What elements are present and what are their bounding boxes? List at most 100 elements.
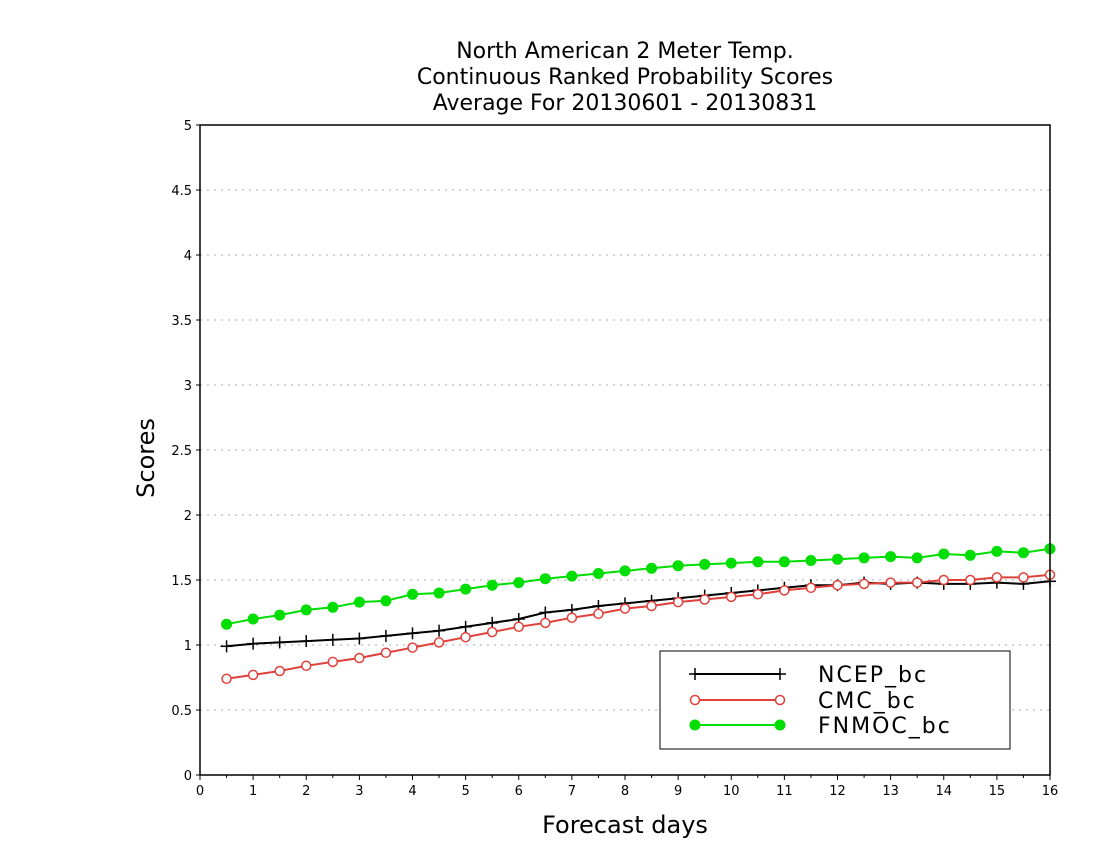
y-tick-label: 4	[184, 249, 192, 264]
x-tick-label: 10	[723, 784, 740, 799]
x-tick-label: 16	[1042, 784, 1059, 799]
data-point-cmc-bc	[805, 582, 817, 594]
data-point-cmc-bc	[327, 656, 339, 668]
data-point-fnmoc-bc	[646, 562, 658, 574]
x-tick-label: 0	[196, 784, 204, 799]
y-tick-label: 2.5	[171, 444, 192, 459]
y-tick-label: 3	[184, 379, 192, 394]
data-point-cmc-bc	[354, 652, 365, 664]
y-tick-label: 3.5	[171, 314, 192, 329]
legend-label: NCEP_bc	[818, 663, 928, 688]
data-point-fnmoc-bc	[300, 604, 312, 616]
x-tick-label: 11	[776, 784, 793, 799]
data-point-cmc-bc	[540, 617, 551, 629]
data-point-cmc-bc	[885, 577, 896, 588]
data-point-cmc-bc	[407, 642, 418, 653]
legend-marker	[689, 694, 701, 706]
legend-label: CMC_bc	[818, 689, 917, 714]
data-point-cmc-bc	[433, 637, 445, 648]
data-point-cmc-bc	[965, 574, 976, 586]
data-point-fnmoc-bc	[433, 587, 445, 599]
data-point-cmc-bc	[593, 608, 604, 620]
data-point-fnmoc-bc	[539, 573, 551, 585]
data-point-cmc-bc	[380, 647, 392, 659]
x-tick-label: 8	[621, 784, 629, 799]
data-point-cmc-bc	[301, 660, 312, 672]
data-point-cmc-bc	[247, 669, 259, 681]
x-tick-label: 5	[461, 784, 469, 799]
y-tick-label: 2	[184, 509, 192, 524]
y-tick-label: 1.5	[171, 574, 192, 589]
data-point-fnmoc-bc	[619, 565, 631, 577]
data-point-fnmoc-bc	[566, 570, 578, 582]
data-point-ncep-bc	[459, 620, 472, 633]
data-point-cmc-bc	[911, 577, 923, 588]
data-point-fnmoc-bc	[991, 545, 1003, 557]
title-line-2: Continuous Ranked Probability Scores	[417, 65, 833, 90]
data-point-cmc-bc	[672, 596, 684, 608]
data-point-cmc-bc	[486, 626, 498, 638]
x-axis-ticks: 0 1 2 3 4 5 6 7 8 9 10 11 12 13 14 15 16	[196, 775, 1058, 799]
legend-label: FNMOC_bc	[818, 714, 952, 739]
data-point-fnmoc-bc	[885, 551, 897, 563]
data-point-cmc-bc	[858, 578, 870, 590]
data-point-cmc-bc	[699, 594, 710, 605]
series-ncep-bc	[220, 575, 1056, 653]
data-point-fnmoc-bc	[672, 560, 684, 572]
data-point-cmc-bc	[646, 600, 657, 612]
data-point-fnmoc-bc	[460, 583, 472, 595]
data-point-fnmoc-bc	[380, 595, 392, 607]
data-point-cmc-bc	[513, 621, 524, 633]
y-tick-label: 5	[184, 119, 192, 134]
data-point-ncep-bc	[433, 624, 446, 637]
chart-title: North American 2 Meter Temp. Continuous …	[417, 39, 833, 116]
data-point-fnmoc-bc	[592, 568, 604, 579]
data-point-fnmoc-bc	[752, 556, 764, 568]
series-cmc-bc	[221, 569, 1056, 685]
x-tick-label: 14	[935, 784, 952, 799]
legend-item-fnmoc-bc: FNMOC_bc	[689, 714, 952, 739]
data-point-fnmoc-bc	[805, 555, 817, 566]
legend-marker	[689, 719, 701, 731]
data-point-fnmoc-bc	[911, 552, 923, 564]
legend-marker	[774, 719, 786, 731]
data-point-fnmoc-bc	[832, 553, 843, 565]
x-tick-label: 13	[882, 784, 899, 799]
data-point-ncep-bc	[273, 636, 286, 649]
data-point-ncep-bc	[406, 627, 419, 640]
legend-marker	[774, 668, 786, 680]
data-point-fnmoc-bc	[327, 601, 339, 613]
data-point-cmc-bc	[1018, 572, 1029, 583]
y-axis-ticks: 0 0.5 1 1.5 2 2.5 3 3.5 4 4.5 5	[171, 119, 200, 784]
legend-item-cmc-bc: CMC_bc	[689, 689, 917, 714]
data-point-cmc-bc	[619, 603, 631, 614]
series-line-fnmoc-bc	[226, 547, 1051, 626]
data-point-cmc-bc	[274, 665, 285, 677]
data-point-fnmoc-bc	[964, 549, 976, 561]
data-point-fnmoc-bc	[938, 548, 950, 560]
data-point-cmc-bc	[991, 572, 1003, 583]
data-point-fnmoc-bc	[407, 588, 418, 600]
data-point-cmc-bc	[938, 574, 949, 586]
data-point-fnmoc-bc	[513, 577, 525, 589]
data-point-ncep-bc	[379, 629, 392, 642]
data-point-fnmoc-bc	[699, 558, 711, 570]
y-axis-label: Scores	[132, 418, 160, 498]
data-point-ncep-bc	[247, 637, 260, 650]
grid	[200, 189, 1050, 711]
data-point-ncep-bc	[326, 633, 339, 646]
y-tick-label: 0.5	[171, 704, 192, 719]
x-tick-label: 9	[674, 784, 682, 799]
data-point-fnmoc-bc	[778, 556, 790, 568]
x-tick-label: 7	[568, 784, 576, 799]
data-point-cmc-bc	[221, 673, 232, 685]
data-point-ncep-bc	[300, 635, 313, 648]
x-tick-label: 12	[829, 784, 846, 799]
legend-item-ncep-bc: NCEP_bc	[689, 663, 928, 688]
data-point-cmc-bc	[566, 612, 578, 623]
data-point-fnmoc-bc	[1017, 547, 1029, 559]
data-point-fnmoc-bc	[486, 579, 498, 591]
data-point-cmc-bc	[779, 585, 790, 596]
